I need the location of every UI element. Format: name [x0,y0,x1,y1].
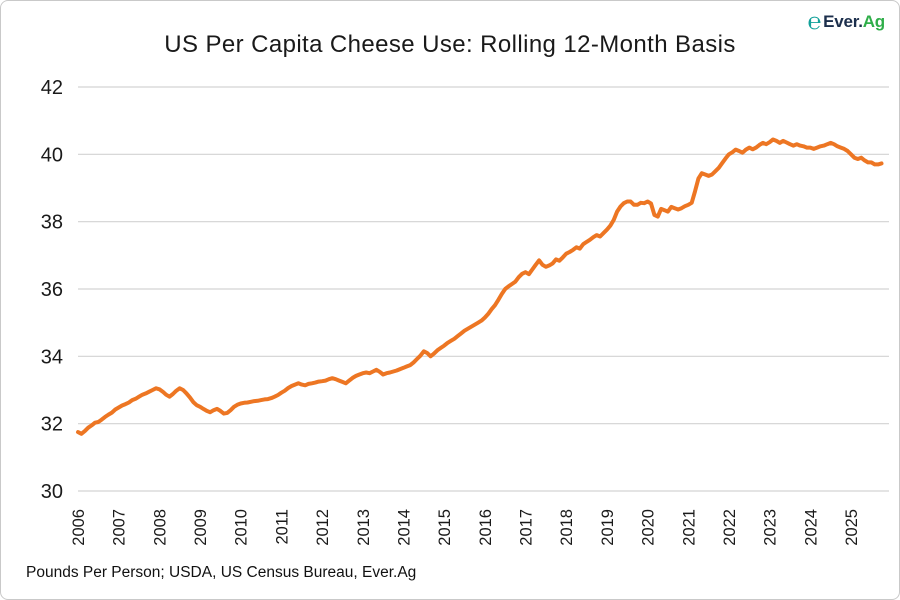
x-axis-tick-label: 2017 [518,509,536,546]
x-axis-tick-label: 2019 [599,509,617,546]
x-axis-tick-label: 2021 [680,509,698,546]
source-caption: Pounds Per Person; USDA, US Census Burea… [26,564,417,581]
x-axis-tick-label: 2020 [640,509,658,546]
y-axis-tick-label: 30 [41,481,63,503]
data-line-series [76,137,884,436]
x-axis-tick-label: 2016 [477,509,495,546]
x-axis-tick-label: 2011 [273,509,291,544]
y-axis-tick-label: 42 [41,77,63,99]
x-axis-tick-label: 2023 [762,509,780,546]
logo-ag-text: Ag [862,11,885,31]
x-axis-tick-label: 2022 [721,509,739,546]
y-axis-tick-label: 40 [41,144,63,166]
x-axis-tick-label: 2010 [233,509,251,546]
y-axis-tick-label: 36 [41,279,63,301]
x-axis-tick-label: 2018 [558,509,576,546]
x-axis-tick-label: 2014 [396,509,414,546]
everag-logo: ℮ Ever. Ag [807,10,885,33]
y-axis-tick-label: 34 [41,346,63,368]
x-axis-tick-label: 2025 [843,509,861,546]
chart-title: US Per Capita Cheese Use: Rolling 12-Mon… [164,31,736,58]
x-axis-tick-label: 2024 [802,509,820,546]
logo-ever-text: Ever. [823,11,863,31]
x-axis-tick-label: 2008 [151,509,169,546]
x-axis-tick-label: 2006 [70,509,88,546]
x-axis-tick-label: 2013 [355,509,373,546]
x-axis-tick-label: 2012 [314,509,332,546]
y-axis-tick-label: 32 [41,414,63,436]
x-axis-tick-label: 2007 [111,509,129,546]
x-axis-tick-label: 2015 [436,509,454,546]
everag-e-icon: ℮ [807,8,822,34]
x-axis-tick-label: 2009 [192,509,210,546]
y-axis-tick-label: 38 [41,212,63,234]
